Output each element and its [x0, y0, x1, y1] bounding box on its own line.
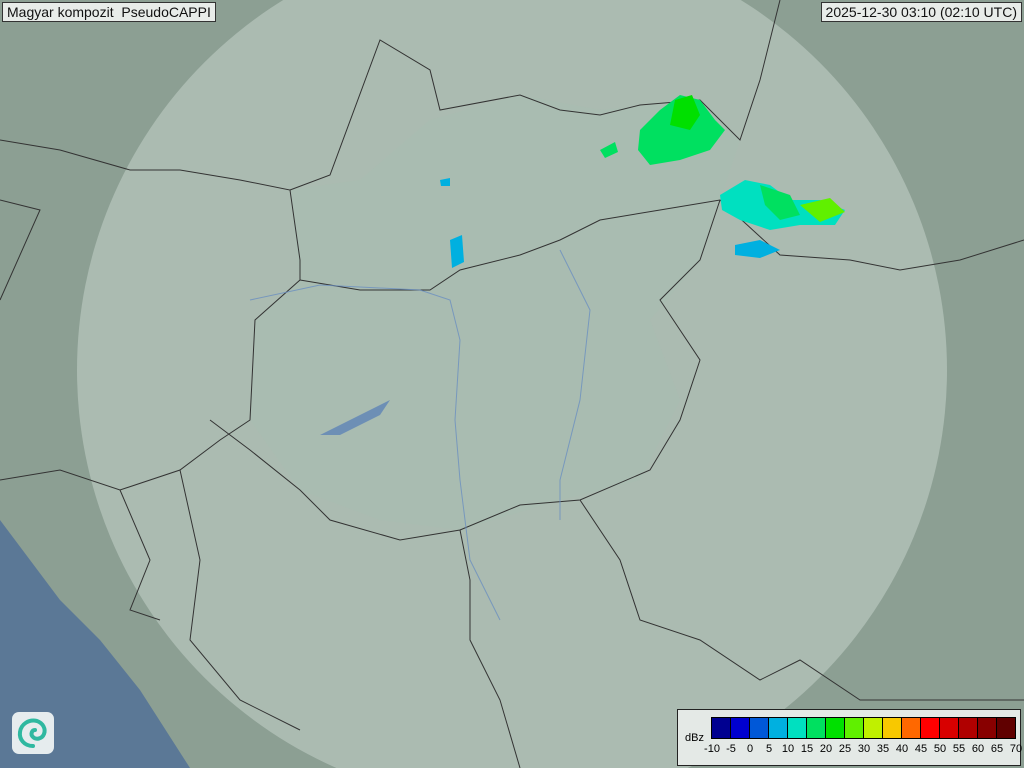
color-swatch	[826, 718, 845, 738]
color-swatch	[997, 718, 1015, 738]
dbz-legend: dBz -10 -5 0 5 10 15 20 25 30 35 40 45 50 55 60 65 70	[677, 709, 1023, 766]
rivers	[249, 249, 591, 621]
color-swatch	[769, 718, 788, 738]
color-swatch	[750, 718, 769, 738]
legend-tick-label: 65	[990, 743, 1004, 755]
color-swatch	[921, 718, 940, 738]
legend-tick-label: 30	[857, 743, 871, 755]
legend-tick-label: 55	[952, 743, 966, 755]
timestamp: 2025-12-30 03:10 (02:10 UTC)	[820, 2, 1022, 22]
legend-tick-label: 20	[819, 743, 833, 755]
legend-tick-label: 60	[971, 743, 985, 755]
adriatic-sea	[0, 520, 190, 768]
hungary-area	[250, 95, 740, 530]
product-title: Magyar kompozit PseudoCAPPI	[2, 2, 216, 22]
precipitation-echoes	[440, 95, 845, 268]
legend-tick-label: 50	[933, 743, 947, 755]
legend-tick-label: -10	[704, 743, 720, 755]
color-swatch	[940, 718, 959, 738]
color-scale	[711, 717, 1016, 739]
color-swatch	[788, 718, 807, 738]
logo	[12, 712, 54, 754]
legend-tick-label: 40	[895, 743, 909, 755]
color-swatch	[978, 718, 997, 738]
legend-tick-label: 5	[765, 743, 773, 755]
color-swatch	[959, 718, 978, 738]
legend-tick-label: 35	[876, 743, 890, 755]
legend-tick-label: 15	[800, 743, 814, 755]
color-swatch	[807, 718, 826, 738]
color-swatch	[864, 718, 883, 738]
legend-tick-label: 70	[1009, 743, 1023, 755]
color-swatch	[883, 718, 902, 738]
legend-tick-label: 45	[914, 743, 928, 755]
legend-tick-label: 10	[781, 743, 795, 755]
legend-tick-label: 0	[746, 743, 754, 755]
color-swatch	[712, 718, 731, 738]
legend-tick-label: 25	[838, 743, 852, 755]
color-swatch	[845, 718, 864, 738]
color-swatch	[731, 718, 750, 738]
legend-unit: dBz	[685, 732, 704, 744]
color-swatch	[902, 718, 921, 738]
legend-tick-label: -5	[726, 743, 736, 755]
lake-balaton	[320, 400, 390, 435]
swirl-logo-icon	[17, 718, 47, 748]
